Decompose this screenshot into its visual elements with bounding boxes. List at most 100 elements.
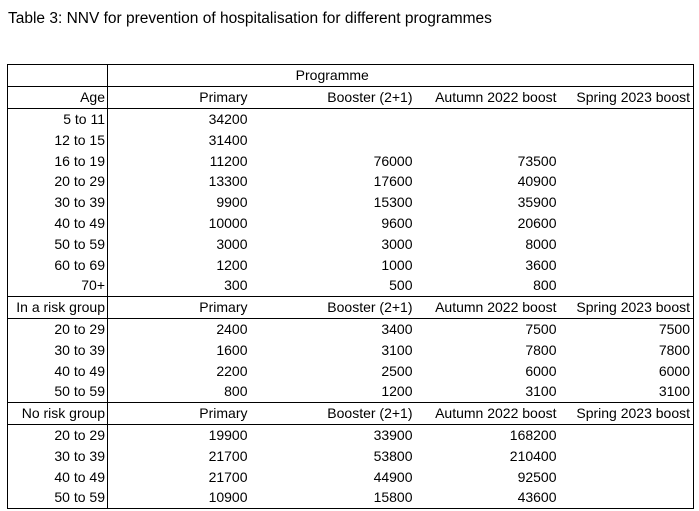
section-label: No risk group [7, 402, 108, 425]
table-row: 30 to 39 21700 53800 210400 [7, 445, 694, 467]
row-label-cell: 30 to 39 [7, 445, 108, 467]
value-cell: 3100 [559, 380, 694, 403]
row-label-cell: 50 to 59 [7, 380, 108, 403]
table-row: 16 to 19 11200 76000 73500 [7, 150, 694, 171]
row-label-cell: 40 to 49 [7, 212, 108, 234]
value-cell: 3000 [381, 235, 413, 252]
value-cell: 8000 [525, 235, 557, 252]
value-cell: 11200 [209, 152, 248, 169]
col-header-primary: Primary [107, 296, 251, 319]
value-cell [560, 487, 694, 508]
row-label-cell: 50 to 59 [7, 233, 108, 255]
value-cell: 6000 [658, 362, 690, 379]
section-header-row-no-risk-group: No risk group Primary Booster (2+1) Autu… [7, 402, 694, 425]
value-cell: 1200 [216, 256, 248, 273]
value-cell: 53800 [373, 447, 413, 464]
value-cell [560, 466, 694, 487]
table-title: Table 3: NNV for prevention of hospitali… [8, 10, 492, 27]
value-cell: 43600 [517, 489, 557, 506]
section-label: In a risk group [7, 296, 108, 319]
value-cell [560, 254, 694, 275]
value-cell: 6000 [525, 362, 557, 379]
table-row: 70+ 300 500 800 [7, 274, 694, 297]
section-header-row-risk-group: In a risk group Primary Booster (2+1) Au… [7, 296, 694, 319]
corner-cell [7, 64, 108, 87]
table-row: 60 to 69 1200 1000 3600 [7, 254, 694, 275]
value-cell [560, 108, 694, 129]
value-cell [560, 171, 694, 192]
row-label-cell: 50 to 59 [7, 486, 108, 509]
value-cell: 20600 [517, 214, 557, 231]
col-header-autumn-2022: Autumn 2022 boost [415, 86, 560, 109]
value-cell: 7800 [525, 341, 557, 358]
table-row: 5 to 11 34200 [7, 108, 694, 130]
programme-header-row: Programme [7, 64, 694, 87]
row-label-cell: 40 to 49 [7, 360, 108, 381]
value-cell: 10000 [208, 214, 248, 231]
value-cell: 17600 [373, 173, 413, 190]
row-label-cell: 30 to 39 [7, 191, 108, 213]
table-row: 20 to 29 2400 3400 7500 7500 [7, 318, 694, 340]
row-label-cell: 30 to 39 [7, 339, 108, 361]
value-cell: 800 [415, 274, 560, 297]
row-label-cell: 20 to 29 [7, 424, 108, 446]
row-label-cell: 40 to 49 [7, 466, 108, 487]
value-cell: 1000 [381, 256, 413, 273]
value-cell: 3400 [381, 320, 413, 337]
value-cell: 210400 [509, 447, 557, 464]
row-label-cell: 16 to 19 [7, 150, 108, 171]
value-cell: 3100 [415, 380, 560, 403]
value-cell: 34200 [208, 110, 248, 127]
table-row: 20 to 29 19900 33900 168200 [7, 424, 694, 446]
value-cell [251, 108, 416, 129]
value-cell [559, 274, 694, 297]
col-header-autumn-2022: Autumn 2022 boost [415, 402, 560, 425]
value-cell: 35900 [517, 194, 557, 211]
col-header-spring-2023: Spring 2023 boost [559, 402, 694, 425]
value-cell: 19900 [208, 426, 248, 443]
value-cell: 7500 [525, 320, 557, 337]
value-cell: 2400 [216, 320, 248, 337]
table-row: 50 to 59 3000 3000 8000 [7, 233, 694, 255]
value-cell: 9900 [216, 194, 248, 211]
col-header-booster: Booster (2+1) [250, 296, 416, 319]
value-cell: 73500 [517, 152, 557, 169]
value-cell [560, 213, 694, 234]
value-cell [416, 108, 560, 129]
value-cell: 800 [107, 380, 251, 403]
col-header-primary: Primary [107, 402, 251, 425]
value-cell: 1600 [216, 341, 248, 358]
row-label-cell: 12 to 15 [7, 129, 108, 151]
value-cell: 10900 [208, 489, 248, 506]
table-row: 30 to 39 1600 3100 7800 7800 [7, 339, 694, 361]
value-cell: 168200 [509, 426, 557, 443]
col-header-spring-2023: Spring 2023 boost [559, 86, 694, 109]
column-header-row: Age Primary Booster (2+1) Autumn 2022 bo… [7, 86, 694, 109]
row-label-cell: 70+ [7, 274, 108, 297]
table-row: 30 to 39 9900 15300 35900 [7, 191, 694, 213]
value-cell: 21700 [208, 468, 248, 485]
row-label-cell: 60 to 69 [7, 254, 108, 275]
col-header-primary: Primary [107, 86, 251, 109]
value-cell [560, 424, 694, 445]
blank-cell [559, 64, 694, 87]
age-header: Age [7, 86, 108, 109]
value-cell: 33900 [373, 426, 413, 443]
value-cell: 9600 [381, 214, 413, 231]
value-cell: 31400 [208, 131, 248, 148]
value-cell: 3600 [525, 256, 557, 273]
value-cell: 300 [107, 274, 251, 297]
value-cell: 15800 [373, 489, 413, 506]
value-cell: 7500 [658, 320, 690, 337]
value-cell [416, 129, 560, 150]
value-cell: 15300 [373, 194, 413, 211]
value-cell: 7800 [658, 341, 690, 358]
value-cell: 13300 [208, 173, 248, 190]
value-cell: 1200 [250, 380, 416, 403]
table-row: 40 to 49 10000 9600 20600 [7, 212, 694, 234]
table-row: 12 to 15 31400 [7, 129, 694, 151]
col-header-booster: Booster (2+1) [250, 402, 416, 425]
value-cell: 2200 [216, 362, 248, 379]
value-cell: 21700 [208, 447, 248, 464]
